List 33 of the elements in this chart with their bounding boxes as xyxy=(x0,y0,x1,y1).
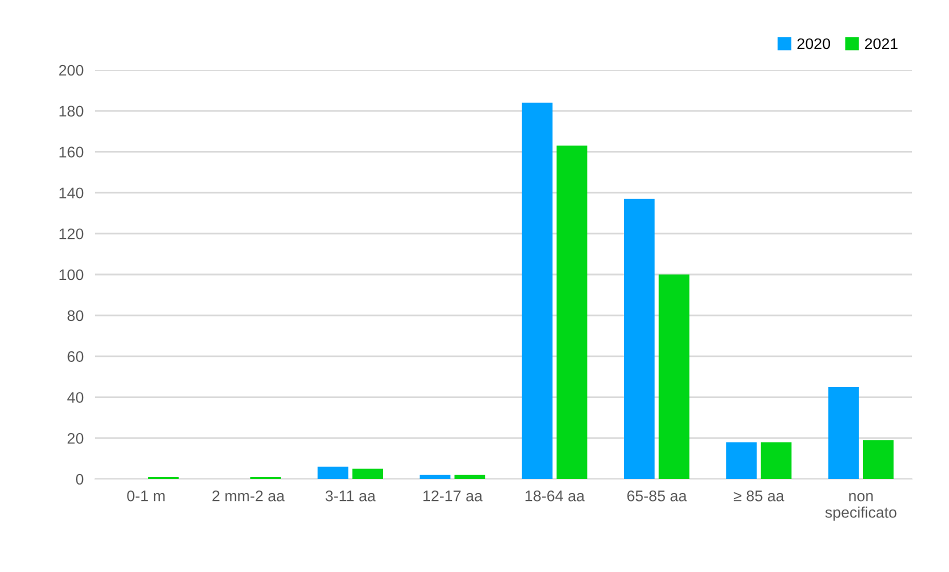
x-tick-label: 0-1 m xyxy=(127,490,165,502)
y-tick-label: 60 xyxy=(68,351,84,362)
y-tick-label: 100 xyxy=(60,269,84,280)
legend-label: 2020 xyxy=(797,38,830,50)
y-tick-label: 200 xyxy=(59,64,84,76)
x-tick-label: 18-64 aa xyxy=(526,490,585,502)
bar xyxy=(760,442,792,479)
y-tick-label: 180 xyxy=(60,106,84,117)
y-tick-label: 40 xyxy=(67,392,84,403)
x-tick-label: non specificato xyxy=(825,492,896,521)
bar xyxy=(624,198,655,479)
y-tick-label: 80 xyxy=(68,310,84,322)
y-tick-label: 120 xyxy=(60,228,84,240)
x-tick-label: 3-11 aa xyxy=(326,490,376,502)
bar xyxy=(658,274,690,479)
legend-label: 2021 xyxy=(865,38,898,50)
bar xyxy=(862,440,894,479)
bar xyxy=(420,474,450,479)
y-tick-label: 160 xyxy=(60,146,84,158)
bar xyxy=(726,442,757,479)
bar xyxy=(828,386,859,479)
bar xyxy=(352,468,383,479)
bar xyxy=(522,102,553,479)
y-tick-label: 20 xyxy=(68,432,84,444)
bar xyxy=(318,466,348,479)
bar xyxy=(556,146,588,479)
x-tick-label: 65-85 aa xyxy=(627,490,687,502)
x-tick-label: ≥ 85 aa xyxy=(734,490,784,502)
x-tick-label: 12-17 aa xyxy=(423,490,483,502)
bar xyxy=(454,474,486,479)
x-tick-label: 2 mm-2 aa xyxy=(212,490,285,502)
y-tick-label: 0 xyxy=(76,474,84,485)
y-tick-label: 140 xyxy=(60,188,84,198)
